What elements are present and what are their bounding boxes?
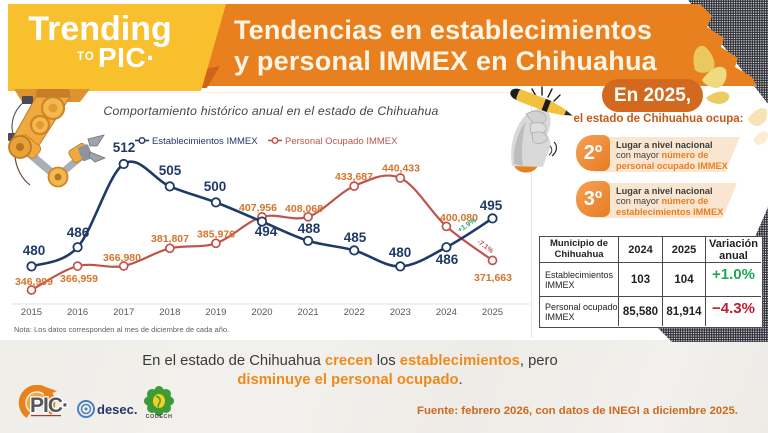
svg-text:371,663: 371,663 bbox=[474, 272, 512, 284]
svg-text:494: 494 bbox=[255, 224, 278, 239]
svg-text:480: 480 bbox=[23, 243, 46, 258]
svg-text:PIC·: PIC· bbox=[30, 394, 68, 417]
svg-text:381,807: 381,807 bbox=[151, 233, 189, 245]
svg-text:433,687: 433,687 bbox=[335, 171, 373, 183]
svg-text:512: 512 bbox=[113, 140, 136, 155]
svg-text:2019: 2019 bbox=[205, 307, 226, 318]
svg-text:2024: 2024 bbox=[436, 307, 457, 318]
svg-text:346,999: 346,999 bbox=[15, 276, 53, 288]
svg-text:2023: 2023 bbox=[390, 307, 411, 318]
svg-text:488: 488 bbox=[298, 221, 321, 236]
svg-text:495: 495 bbox=[480, 198, 503, 213]
svg-text:505: 505 bbox=[159, 163, 182, 178]
svg-text:2022: 2022 bbox=[344, 307, 365, 318]
svg-text:500: 500 bbox=[204, 179, 227, 194]
svg-text:408,068: 408,068 bbox=[285, 203, 323, 215]
svg-text:486: 486 bbox=[436, 252, 459, 267]
svg-text:2025: 2025 bbox=[482, 307, 503, 318]
svg-text:2015: 2015 bbox=[21, 307, 42, 318]
svg-text:407,956: 407,956 bbox=[239, 202, 277, 214]
svg-text:2021: 2021 bbox=[298, 307, 319, 318]
svg-text:400,080: 400,080 bbox=[440, 212, 478, 224]
svg-text:-7.1%: -7.1% bbox=[475, 239, 495, 256]
svg-text:2017: 2017 bbox=[113, 307, 134, 318]
svg-text:480: 480 bbox=[389, 245, 412, 260]
svg-text:2018: 2018 bbox=[159, 307, 180, 318]
svg-text:485: 485 bbox=[344, 230, 367, 245]
svg-text:2020: 2020 bbox=[251, 307, 272, 318]
svg-text:Establecimientos IMMEX: Establecimientos IMMEX bbox=[152, 136, 258, 147]
svg-text:385,976: 385,976 bbox=[197, 229, 235, 241]
svg-text:486: 486 bbox=[67, 225, 90, 240]
svg-text:2016: 2016 bbox=[67, 307, 88, 318]
svg-text:440,433: 440,433 bbox=[382, 163, 420, 175]
svg-text:366,959: 366,959 bbox=[60, 273, 98, 285]
svg-text:Personal Ocupado IMMEX: Personal Ocupado IMMEX bbox=[285, 136, 398, 147]
svg-text:366,980: 366,980 bbox=[103, 252, 141, 264]
